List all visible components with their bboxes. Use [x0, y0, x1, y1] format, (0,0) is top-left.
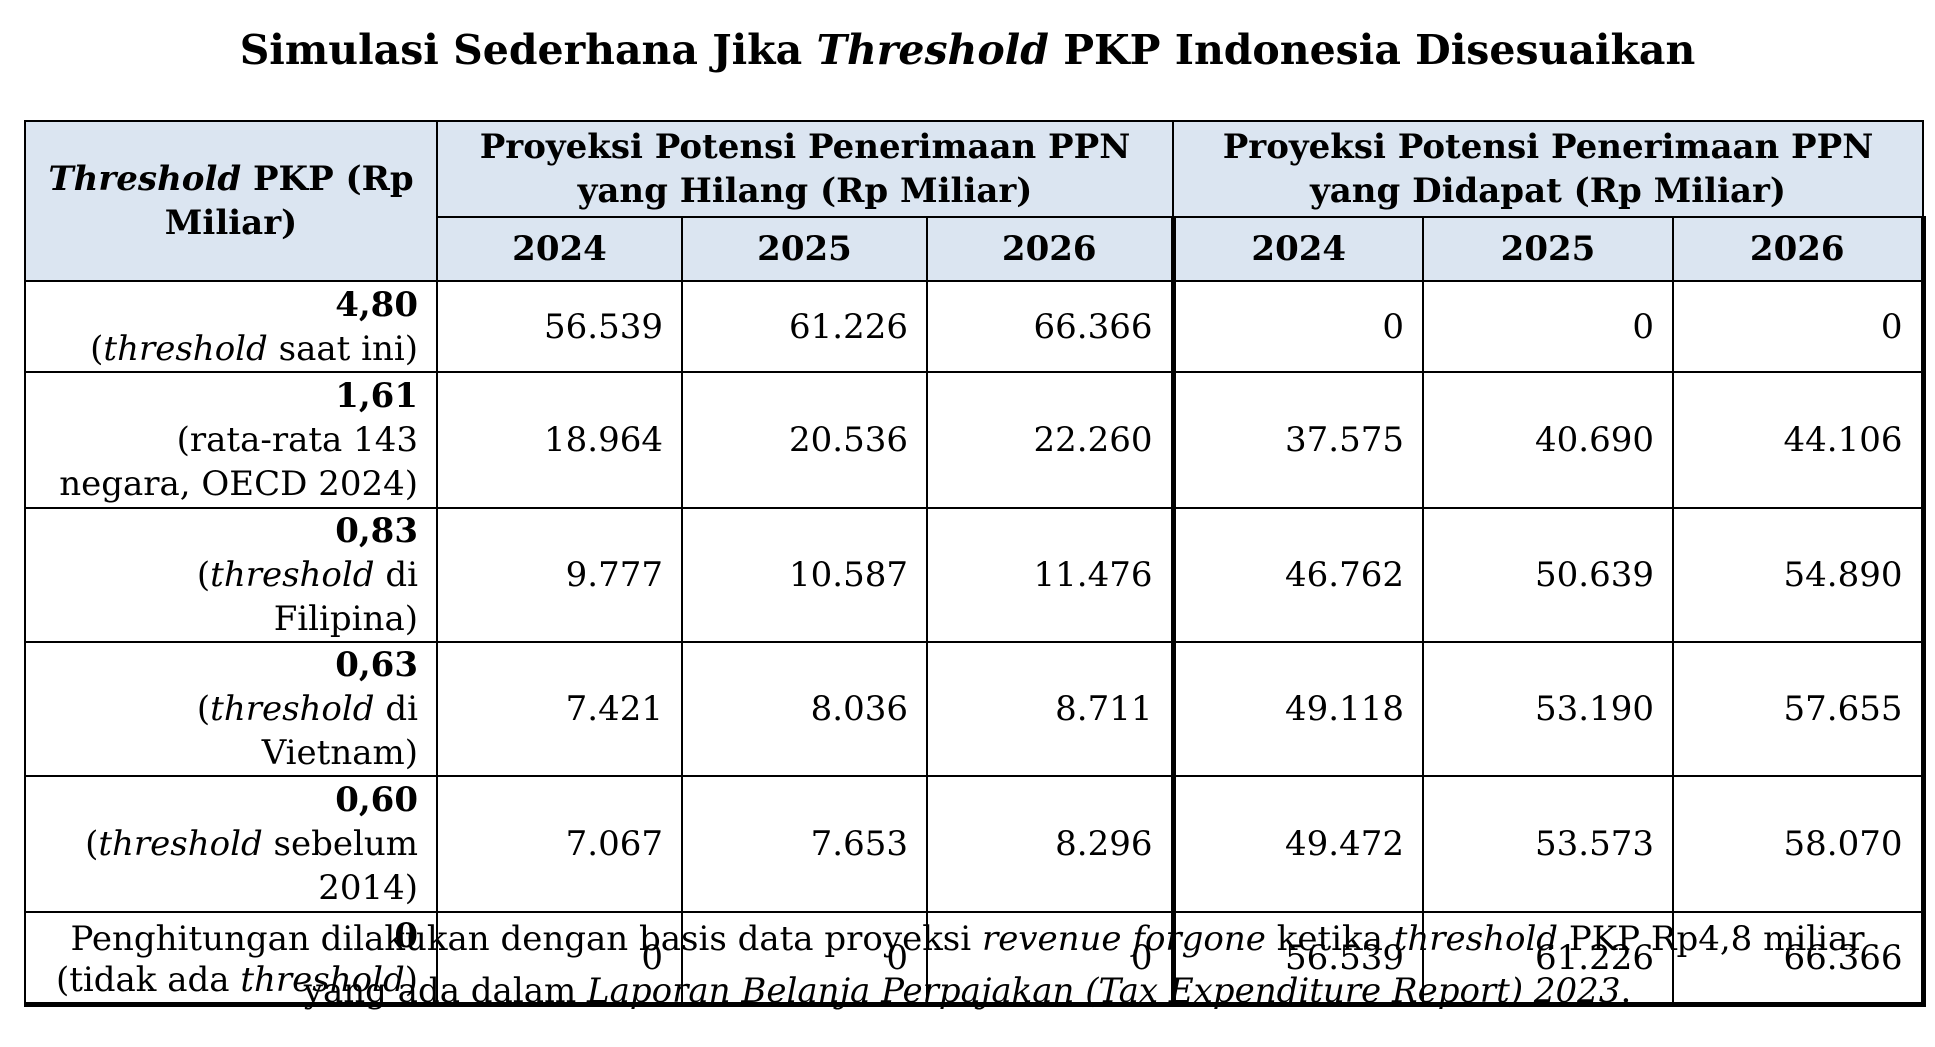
group-header-lost: Proyeksi Potensi Penerimaan PPN yang Hil… — [436, 120, 1174, 218]
gained-2025-cell: 61.226 — [1422, 911, 1674, 1007]
header-row-groups: Threshold PKP (Rp Miliar) Proyeksi Poten… — [24, 120, 1924, 282]
threshold-description: (threshold di Filipina) — [196, 555, 418, 639]
threshold-value: 0,63 — [335, 645, 418, 685]
threshold-description: (threshold saat ini) — [90, 328, 418, 369]
lost-2024-cell: 0 — [436, 911, 683, 1007]
lost-2026-cell: 11.476 — [926, 507, 1176, 643]
table-row: 0 (tidak ada threshold) 0 0 0 56.539 61.… — [24, 911, 1926, 1007]
gained-2026-cell: 0 — [1672, 280, 1926, 373]
gained-2024-cell: 56.539 — [1172, 911, 1424, 1007]
lost-2025-cell: 7.653 — [681, 775, 928, 913]
threshold-description: (rata-rata 143 negara, OECD 2024) — [59, 420, 418, 504]
lost-2024-cell: 18.964 — [436, 371, 683, 509]
year-header-lost-2024: 2024 — [436, 216, 683, 282]
row-header-threshold: Threshold PKP (Rp Miliar) — [24, 120, 438, 282]
threshold-value: 0,60 — [335, 780, 418, 820]
gained-2024-cell: 49.472 — [1172, 775, 1424, 913]
footnote-line-1: Penghitungan dilakukan dengan basis data… — [70, 919, 1865, 959]
lost-2024-cell: 9.777 — [436, 507, 683, 643]
year-header-lost-2026: 2026 — [926, 216, 1176, 282]
threshold-label: 1,61 (rata-rata 143 negara, OECD 2024) — [24, 371, 438, 509]
footnote: Penghitungan dilakukan dengan basis data… — [0, 913, 1935, 1017]
lost-2026-cell: 8.711 — [926, 641, 1176, 777]
threshold-description: (threshold sebelum 2014) — [85, 824, 418, 908]
lost-2025-cell: 61.226 — [681, 280, 928, 373]
lost-2025-cell: 8.036 — [681, 641, 928, 777]
gained-2025-cell: 50.639 — [1422, 507, 1674, 643]
threshold-value: 1,61 — [335, 376, 418, 416]
threshold-description: (tidak ada threshold) — [55, 959, 418, 1000]
threshold-description: (threshold di Vietnam) — [196, 689, 418, 773]
group-header-gained: Proyeksi Potensi Penerimaan PPN yang Did… — [1172, 120, 1924, 218]
threshold-value: 0 — [394, 915, 418, 956]
table-row: 0,60 (threshold sebelum 2014) 7.067 7.65… — [24, 775, 1926, 913]
gained-2025-cell: 40.690 — [1422, 371, 1674, 509]
table-row: 1,61 (rata-rata 143 negara, OECD 2024) 1… — [24, 371, 1926, 509]
gained-2024-cell: 37.575 — [1172, 371, 1424, 509]
table-row: 4,80 (threshold saat ini) 56.539 61.226 … — [24, 280, 1926, 373]
year-header-gained-2024: 2024 — [1172, 216, 1424, 282]
gained-2026-cell: 58.070 — [1672, 775, 1926, 913]
header-row-years: 2024 2025 2026 2024 2025 2026 — [25, 216, 1926, 282]
year-header-gained-2026: 2026 — [1672, 216, 1926, 282]
footnote-line-2: yang ada dalam Laporan Belanja Perpajaka… — [303, 971, 1632, 1011]
gained-2025-cell: 53.573 — [1422, 775, 1674, 913]
threshold-label: 0 (tidak ada threshold) — [24, 911, 438, 1007]
table-row: 0,83 (threshold di Filipina) 9.777 10.58… — [24, 507, 1926, 643]
lost-2025-cell: 10.587 — [681, 507, 928, 643]
lost-2025-cell: 0 — [681, 911, 928, 1007]
threshold-label: 0,83 (threshold di Filipina) — [24, 507, 438, 643]
gained-2026-cell: 54.890 — [1672, 507, 1926, 643]
lost-2024-cell: 7.067 — [436, 775, 683, 913]
gained-2025-cell: 0 — [1422, 280, 1674, 373]
gained-2024-cell: 46.762 — [1172, 507, 1424, 643]
gained-2026-cell: 57.655 — [1672, 641, 1926, 777]
year-header-lost-2025: 2025 — [681, 216, 928, 282]
table-row: 0,63 (threshold di Vietnam) 7.421 8.036 … — [24, 641, 1926, 777]
threshold-value: 4,80 — [335, 284, 418, 325]
lost-2026-cell: 8.296 — [926, 775, 1176, 913]
lost-2026-cell: 0 — [926, 911, 1176, 1007]
lost-2026-cell: 22.260 — [926, 371, 1176, 509]
gained-2025-cell: 53.190 — [1422, 641, 1674, 777]
lost-2026-cell: 66.366 — [926, 280, 1176, 373]
page-title: Simulasi Sederhana Jika Threshold PKP In… — [239, 26, 1696, 74]
gained-2026-cell: 66.366 — [1672, 911, 1926, 1007]
threshold-label: 0,63 (threshold di Vietnam) — [24, 641, 438, 777]
gained-2024-cell: 0 — [1172, 280, 1424, 373]
gained-2026-cell: 44.106 — [1672, 371, 1926, 509]
lost-2024-cell: 7.421 — [436, 641, 683, 777]
lost-2025-cell: 20.536 — [681, 371, 928, 509]
lost-2024-cell: 56.539 — [436, 280, 683, 373]
threshold-label: 0,60 (threshold sebelum 2014) — [24, 775, 438, 913]
year-header-gained-2025: 2025 — [1422, 216, 1674, 282]
gained-2024-cell: 49.118 — [1172, 641, 1424, 777]
threshold-label: 4,80 (threshold saat ini) — [24, 280, 438, 373]
simulation-table: Threshold PKP (Rp Miliar) Proyeksi Poten… — [24, 120, 1926, 1007]
threshold-value: 0,83 — [335, 511, 418, 551]
